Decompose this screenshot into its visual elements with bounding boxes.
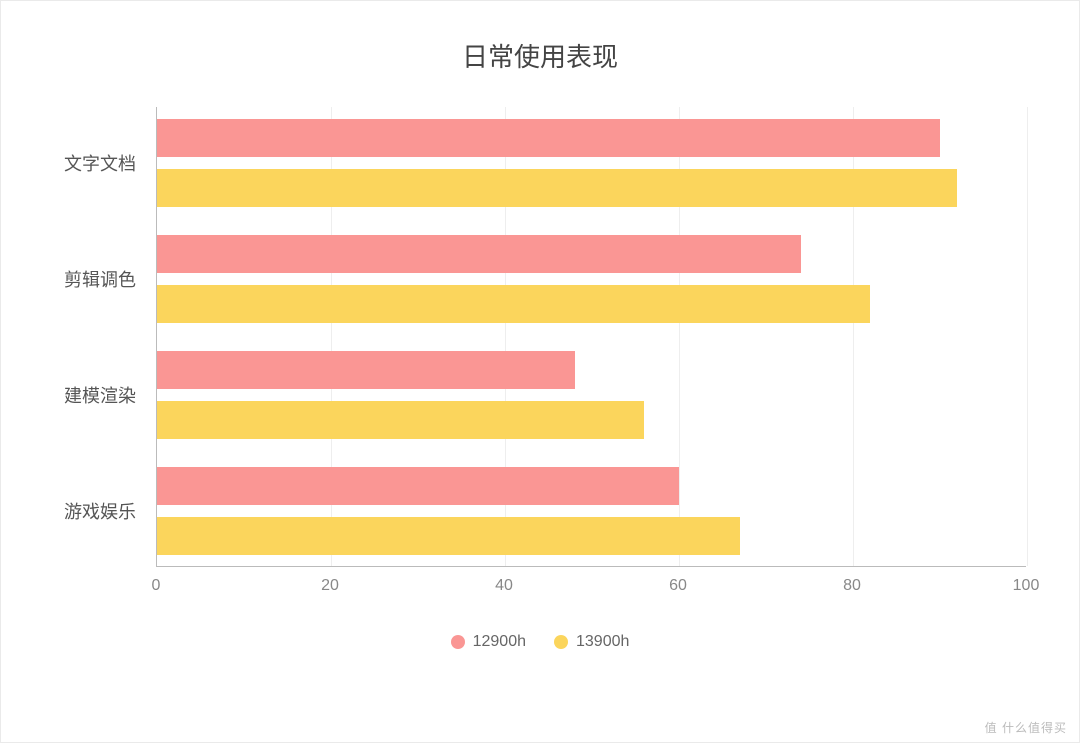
grid-line	[1027, 107, 1028, 566]
chart-title: 日常使用表现	[1, 1, 1079, 74]
bar-12900h[interactable]	[157, 235, 801, 273]
y-tick-label: 建模渲染	[16, 382, 136, 408]
bar-12900h[interactable]	[157, 467, 679, 505]
bar-13900h[interactable]	[157, 169, 957, 207]
legend-item-13900h[interactable]: 13900h	[554, 633, 629, 651]
bar-13900h[interactable]	[157, 401, 644, 439]
legend-label: 13900h	[576, 633, 629, 651]
bar-12900h[interactable]	[157, 119, 940, 157]
x-tick-label: 40	[495, 577, 513, 595]
chart-container: 日常使用表现 12900h 13900h 值 什么值得买 0 20 40 60 80 100…	[0, 0, 1080, 743]
watermark: 值 什么值得买	[985, 719, 1067, 736]
legend-swatch	[554, 635, 568, 649]
x-tick-label: 80	[843, 577, 861, 595]
x-tick-label: 60	[669, 577, 687, 595]
legend-swatch	[451, 635, 465, 649]
bar-13900h[interactable]	[157, 517, 740, 555]
legend-label: 12900h	[473, 633, 526, 651]
bar-12900h[interactable]	[157, 351, 575, 389]
y-tick-label: 剪辑调色	[16, 266, 136, 292]
y-tick-label: 文字文档	[16, 150, 136, 176]
legend: 12900h 13900h	[1, 633, 1079, 651]
plot-area	[156, 107, 1026, 567]
x-tick-label: 100	[1013, 577, 1040, 595]
y-tick-label: 游戏娱乐	[16, 498, 136, 524]
x-tick-label: 0	[152, 577, 161, 595]
legend-item-12900h[interactable]: 12900h	[451, 633, 526, 651]
bar-13900h[interactable]	[157, 285, 870, 323]
x-tick-label: 20	[321, 577, 339, 595]
